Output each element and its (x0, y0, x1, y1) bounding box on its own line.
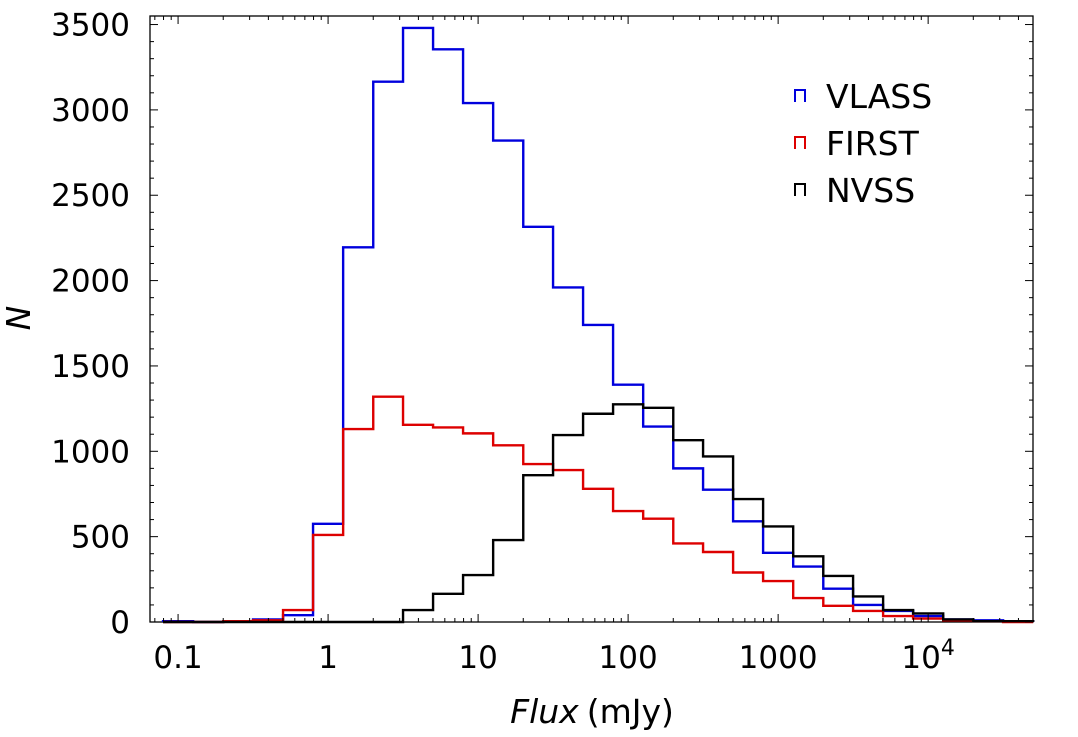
x-tick-label-base: 100 (599, 640, 658, 676)
y-tick-label: 1000 (51, 434, 130, 470)
x-tick-label-base: 0.1 (153, 640, 202, 676)
legend-swatch-first (794, 136, 806, 149)
plot-frame (149, 15, 1034, 623)
y-tick-label: 3000 (51, 93, 130, 129)
x-tick-label-base: 10 (901, 640, 940, 676)
x-tick-label-base: 10 (458, 640, 497, 676)
x-tick-label-base: 1 (318, 640, 338, 676)
y-axis-title: N (0, 306, 38, 331)
series-first-line (163, 395, 1034, 624)
y-tick-label: 500 (71, 520, 130, 556)
x-tick-label-exponent: 4 (941, 636, 955, 661)
legend: VLASS FIRST NVSS (794, 77, 932, 210)
y-tick-label: 0 (110, 605, 130, 641)
series-vlass-line (161, 26, 1035, 624)
y-ticks: 0 500 1000 1500 2000 2500 3000 3500 (51, 8, 1033, 641)
legend-label-first: FIRST (826, 124, 920, 163)
x-tick-label: 1000 (739, 640, 818, 676)
y-tick-label: 3500 (51, 8, 130, 44)
x-tick-label: 100 (599, 640, 658, 676)
x-tick-label: 104 (901, 636, 954, 676)
x-axis-title-name: Flux (510, 692, 579, 731)
legend-label-vlass: VLASS (826, 77, 932, 116)
x-tick-label: 10 (458, 640, 497, 676)
x-tick-label: 1 (318, 640, 338, 676)
y-tick-label: 2000 (51, 264, 130, 300)
legend-label-nvss: NVSS (826, 171, 915, 210)
x-tick-label-base: 1000 (739, 640, 818, 676)
series-nvss-line (163, 403, 1035, 624)
x-axis-title: Flux (mJy) (510, 692, 674, 731)
x-axis-title-unit: (mJy) (587, 692, 674, 731)
x-tick-label: 0.1 (153, 640, 202, 676)
legend-swatch-vlass (794, 89, 806, 102)
series-layer (161, 26, 1035, 624)
y-tick-label: 1500 (51, 349, 130, 385)
y-tick-label: 2500 (51, 178, 130, 214)
x-ticks: 0.1 1 10 100 1000 104 (153, 16, 1034, 676)
legend-swatch-nvss (794, 183, 806, 196)
